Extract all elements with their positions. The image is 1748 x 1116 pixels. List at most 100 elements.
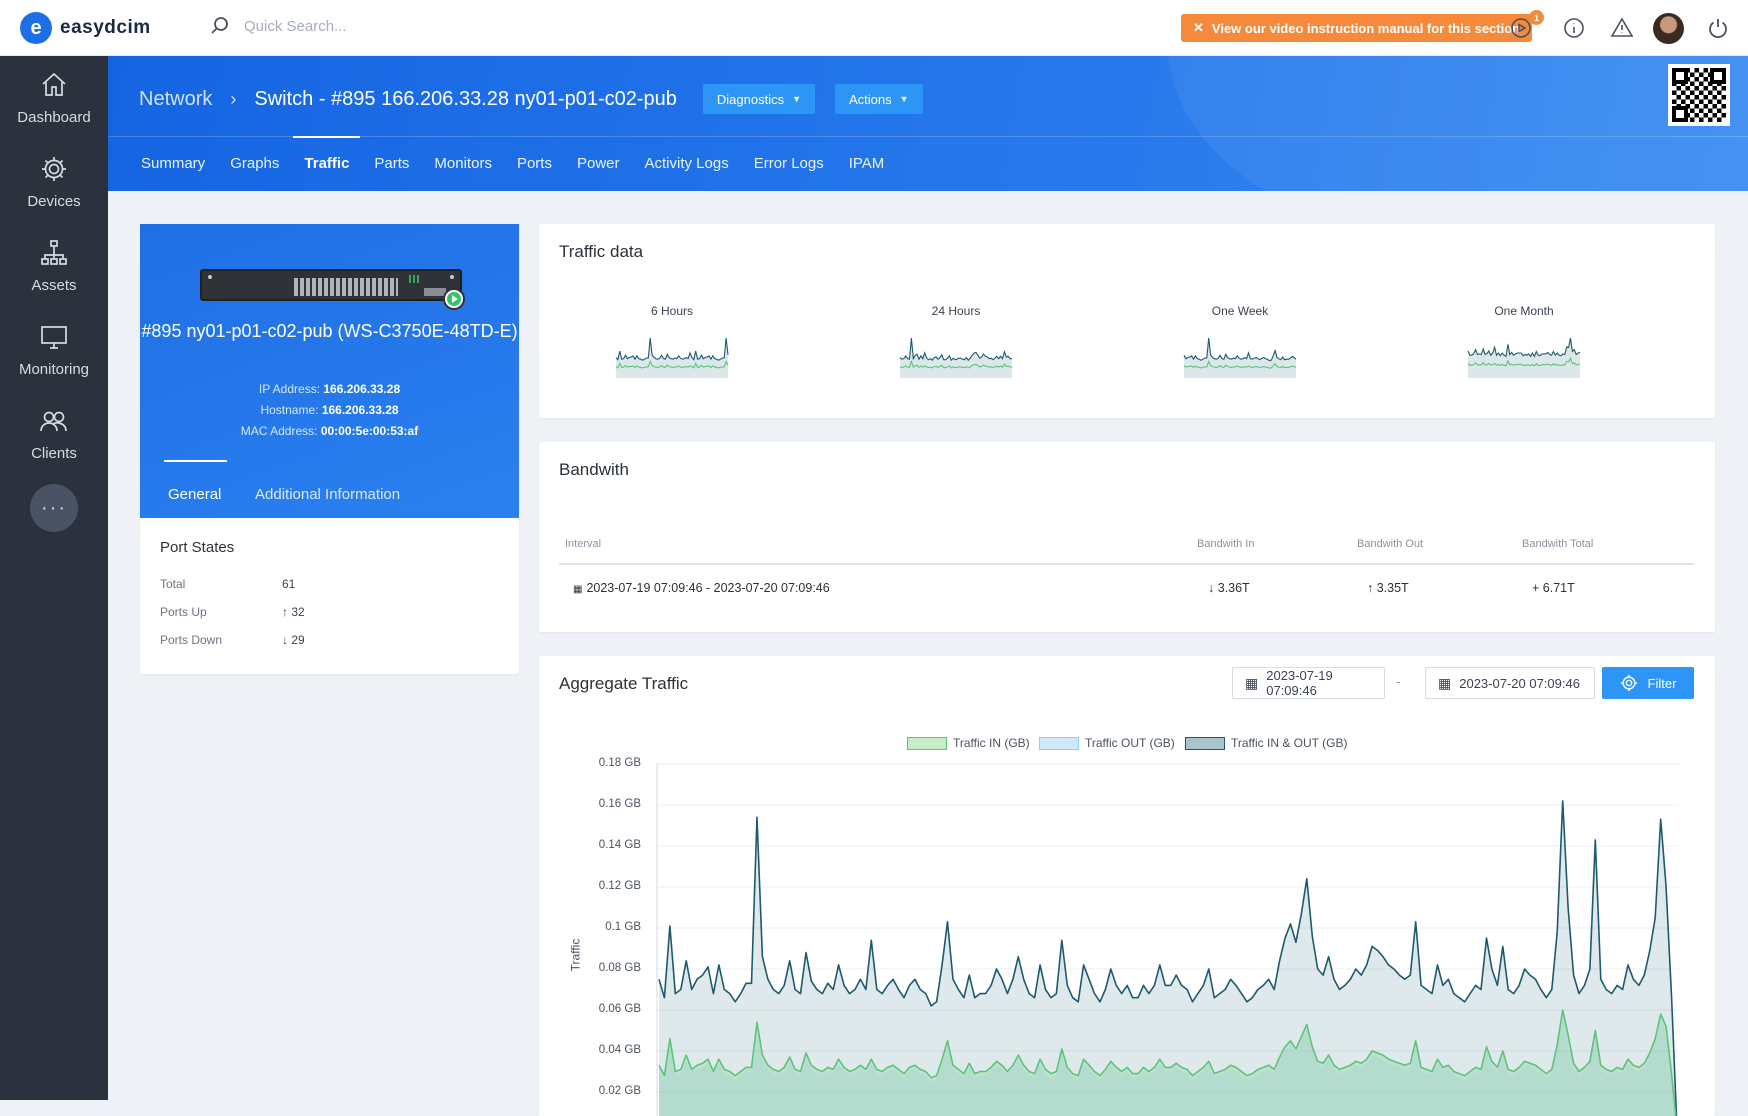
search-icon xyxy=(211,17,228,34)
sparkline-chart xyxy=(1183,337,1297,378)
sidebar-item-monitoring[interactable]: Monitoring xyxy=(0,308,108,392)
legend-label: Traffic IN (GB) xyxy=(953,736,1030,750)
close-icon[interactable]: ✕ xyxy=(1193,20,1204,35)
brand-logo[interactable]: e easydcim xyxy=(20,12,151,44)
legend-label: Traffic IN & OUT (GB) xyxy=(1231,736,1348,750)
gear-icon xyxy=(1620,674,1637,692)
play-status-icon[interactable] xyxy=(443,288,465,310)
qr-code[interactable] xyxy=(1668,64,1730,126)
gear-icon xyxy=(42,157,66,181)
bandwidth-out-value: ↑ 3.35T xyxy=(1367,581,1409,595)
monitor-icon xyxy=(41,326,67,349)
aggregate-traffic-chart xyxy=(656,763,1679,1116)
hostname-label: Hostname: xyxy=(260,403,319,417)
sparkline-6-hours[interactable]: 6 Hours xyxy=(602,304,742,380)
y-tick-label: 0.04 GB xyxy=(598,1044,641,1056)
sparkline-line-total xyxy=(1183,337,1297,362)
switch-ports xyxy=(294,278,398,296)
brand-name: easydcim xyxy=(60,17,151,38)
caret-down-icon: ▼ xyxy=(792,94,802,104)
sparkline-line-total xyxy=(615,337,729,361)
sidebar-item-label: Clients xyxy=(31,445,77,462)
quick-search[interactable]: Quick Search... xyxy=(210,16,347,36)
tab-monitors[interactable]: Monitors xyxy=(434,155,492,172)
header-divider xyxy=(108,136,1748,137)
sparkline-area xyxy=(1468,338,1580,378)
sparkline-one-week[interactable]: One Week xyxy=(1170,304,1310,380)
sparkline-24-hours[interactable]: 24 Hours xyxy=(886,304,1026,380)
warning-icon[interactable] xyxy=(1610,16,1634,40)
port-state-value: 61 xyxy=(282,577,296,591)
sidebar-item-assets[interactable]: Assets xyxy=(0,224,108,308)
sparkline-line-in xyxy=(615,359,729,369)
legend-item-in[interactable]: Traffic IN (GB) xyxy=(907,736,1030,750)
port-state-label: Ports Down xyxy=(160,633,223,647)
interval-value: 2023-07-19 07:09:46 - 2023-07-20 07:09:4… xyxy=(586,581,830,595)
tab-graphs[interactable]: Graphs xyxy=(230,155,280,172)
legend-swatch xyxy=(1185,736,1225,750)
tab-general[interactable]: General xyxy=(163,460,228,503)
promo-text: View our video instruction manual for th… xyxy=(1211,20,1521,36)
y-tick-label: 0.18 GB xyxy=(598,757,641,769)
diagnostics-button[interactable]: Diagnostics ▼ xyxy=(702,84,816,114)
notification-badge: 1 xyxy=(1529,10,1544,25)
search-input[interactable]: Quick Search... xyxy=(244,17,347,35)
y-tick-label: 0.12 GB xyxy=(598,880,641,892)
switch-image xyxy=(200,269,462,301)
info-icon[interactable] xyxy=(1562,16,1586,40)
traffic-data-title: Traffic data xyxy=(559,242,644,261)
table-header-divider xyxy=(559,563,1694,565)
sparkline-one-month[interactable]: One Month xyxy=(1454,304,1594,380)
tab-activity-logs[interactable]: Activity Logs xyxy=(644,155,729,172)
y-tick-label: 0.1 GB xyxy=(605,921,641,933)
device-info: IP Address: 166.206.33.28 Hostname: 166.… xyxy=(140,379,519,442)
column-header-total: Bandwith Total xyxy=(1522,538,1594,550)
tab-ports[interactable]: Ports xyxy=(516,155,552,172)
tab-parts[interactable]: Parts xyxy=(374,155,410,172)
video-manual-banner[interactable]: ✕ View our video instruction manual for … xyxy=(1181,14,1533,42)
legend-swatch xyxy=(1039,736,1079,750)
date-range-separator: - xyxy=(1396,674,1401,689)
more-menu-button[interactable]: ··· xyxy=(30,484,78,532)
series-area xyxy=(659,1014,1677,1116)
breadcrumb-network[interactable]: Network xyxy=(139,87,213,110)
caret-down-icon: ▼ xyxy=(899,94,909,104)
aggregate-traffic-card: Aggregate Traffic ▦ 2023-07-19 07:09:46 -… xyxy=(539,656,1715,1116)
sidebar-item-clients[interactable]: Clients xyxy=(0,392,108,476)
sparkline-line-in xyxy=(899,359,1012,369)
device-summary: #895 ny01-p01-c02-pub (WS-C3750E-48TD-E)… xyxy=(140,224,519,518)
sparkline-label: One Month xyxy=(1494,304,1554,318)
sparkline-label: 6 Hours xyxy=(650,304,694,318)
date-to-input[interactable]: ▦ 2023-07-20 07:09:46 xyxy=(1425,667,1595,699)
legend-item-in-out[interactable]: Traffic IN & OUT (GB) xyxy=(1185,736,1347,750)
port-state-row: ↑ 32 Ports Up xyxy=(160,605,305,619)
tab-additional-information[interactable]: Additional Information xyxy=(255,486,401,503)
tab-ipam[interactable]: IPAM xyxy=(848,155,885,172)
tab-power[interactable]: Power xyxy=(576,155,620,172)
series-area xyxy=(659,1010,1677,1116)
date-from-input[interactable]: ▦ 2023-07-19 07:09:46 xyxy=(1232,667,1385,699)
sidebar-item-devices[interactable]: Devices xyxy=(0,140,108,224)
power-icon[interactable] xyxy=(1706,16,1730,40)
logo-mark-icon: e xyxy=(20,12,52,44)
legend-item-out[interactable]: Traffic OUT (GB) xyxy=(1039,736,1175,750)
legend-swatch xyxy=(907,736,947,750)
port-state-row: 61 Total xyxy=(160,577,295,591)
y-tick-label: 0.16 GB xyxy=(598,798,641,810)
sparkline-chart xyxy=(899,337,1012,378)
filter-label: Filter xyxy=(1647,675,1677,691)
sidebar-item-dashboard[interactable]: Dashboard xyxy=(0,56,108,140)
diagnostics-label: Diagnostics xyxy=(716,91,785,107)
tab-summary[interactable]: Summary xyxy=(141,155,206,172)
tab-error-logs[interactable]: Error Logs xyxy=(753,155,824,172)
page-header: Network › Switch - #895 166.206.33.28 ny… xyxy=(108,56,1748,191)
device-tabs: Summary Graphs Traffic Parts Monitors Po… xyxy=(141,136,884,191)
column-header-in: Bandwith In xyxy=(1197,538,1255,550)
video-play-icon[interactable] xyxy=(1509,16,1533,40)
series-line xyxy=(658,1009,1677,1116)
home-icon xyxy=(42,72,66,96)
actions-button[interactable]: Actions ▼ xyxy=(835,84,923,114)
avatar[interactable] xyxy=(1653,13,1684,44)
filter-button[interactable]: Filter xyxy=(1602,667,1694,699)
tab-traffic[interactable]: Traffic xyxy=(293,136,361,191)
